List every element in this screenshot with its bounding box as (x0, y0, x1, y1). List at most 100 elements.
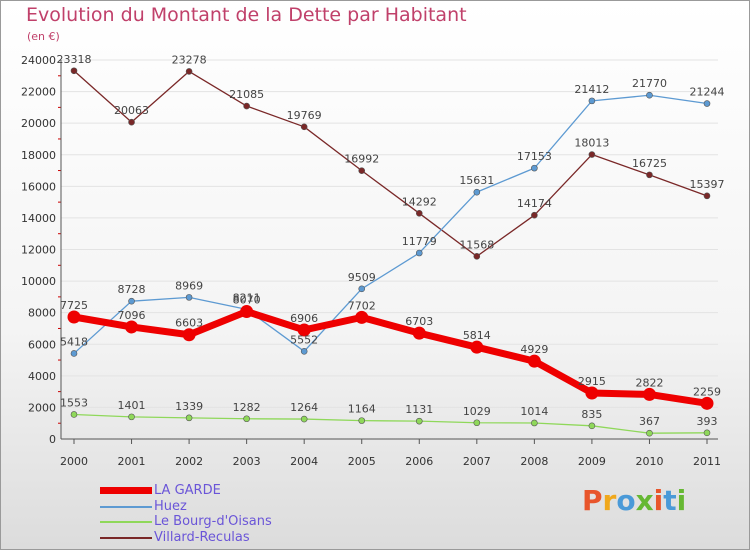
data-point (588, 151, 596, 158)
logo-letter: i (653, 484, 664, 517)
data-label: 23318 (57, 53, 92, 66)
y-tick-label: 12000 (21, 244, 56, 257)
data-label: 1264 (290, 401, 318, 414)
data-point (185, 68, 193, 75)
chart-subtitle: (en €) (27, 30, 60, 43)
data-label: 21244 (690, 86, 725, 99)
data-point (473, 188, 481, 196)
logo-letter: x (635, 484, 654, 517)
data-point (415, 249, 423, 257)
logo-letter: i (676, 484, 687, 517)
data-label: 7096 (118, 309, 146, 322)
data-point (300, 415, 308, 423)
x-tick-label: 2009 (578, 455, 606, 468)
data-label: 5552 (290, 333, 318, 346)
data-label: 23278 (172, 53, 207, 66)
legend-swatch (100, 487, 152, 494)
data-label: 5814 (463, 329, 491, 342)
proxiti-logo: Proxiti (582, 484, 686, 517)
data-label: 1029 (463, 405, 491, 418)
data-point (297, 323, 311, 337)
data-point (358, 167, 366, 174)
data-label: 15631 (459, 174, 494, 187)
data-point (125, 320, 139, 334)
data-point (703, 429, 711, 437)
y-tick-label: 20000 (21, 117, 56, 130)
data-point (412, 326, 426, 340)
y-tick-label: 6000 (28, 338, 56, 351)
y-tick-label: 0 (49, 433, 56, 446)
data-point (358, 285, 366, 293)
series-line-la-garde (70, 308, 711, 407)
data-point (585, 386, 599, 400)
data-label: 1282 (233, 401, 261, 414)
data-point (355, 310, 369, 324)
data-point (642, 387, 656, 401)
data-label: 18013 (574, 137, 609, 150)
data-label: 1339 (175, 400, 203, 413)
data-label: 14174 (517, 197, 552, 210)
y-tick-label: 2000 (28, 401, 56, 414)
legend-label: LA GARDE (154, 483, 221, 498)
data-label: 7702 (348, 299, 376, 312)
x-tick-label: 2007 (463, 455, 491, 468)
data-label: 19769 (287, 109, 322, 122)
data-label: 11779 (402, 235, 437, 248)
data-label: 6906 (290, 312, 318, 325)
data-point (70, 411, 78, 418)
data-point (646, 171, 653, 179)
data-point (473, 253, 481, 260)
data-point (415, 417, 423, 425)
data-point (182, 328, 196, 342)
data-label: 1014 (520, 405, 548, 418)
series-line-huez (73, 94, 708, 355)
x-tick-label: 2010 (635, 455, 663, 468)
data-point (531, 211, 538, 219)
x-tick-label: 2004 (290, 455, 318, 468)
legend-label: Villard-Reculas (154, 529, 250, 545)
y-tick-label: 18000 (21, 149, 56, 162)
data-label: 8728 (118, 283, 146, 296)
data-point (473, 419, 481, 427)
y-tick-label: 16000 (21, 180, 56, 193)
data-label: 15397 (690, 178, 725, 191)
data-point (300, 348, 308, 355)
y-tick-label: 14000 (21, 212, 56, 225)
data-label: 16725 (632, 157, 667, 170)
data-point (358, 417, 366, 424)
logo-letter: o (616, 484, 636, 517)
data-point (703, 192, 711, 200)
x-tick-label: 2000 (60, 455, 88, 468)
x-tick-label: 2001 (118, 455, 146, 468)
y-tick-label: 24000 (21, 54, 56, 67)
x-tick-label: 2002 (175, 455, 203, 468)
data-label: 4929 (520, 343, 548, 356)
data-label: 2259 (693, 385, 721, 398)
y-tick-label: 22000 (21, 86, 56, 99)
x-tick-label: 2011 (693, 455, 721, 468)
data-point (470, 340, 484, 354)
legend-label: Le Bourg-d'Oisans (154, 514, 272, 529)
data-point (531, 419, 538, 427)
data-point (67, 310, 81, 324)
data-point (300, 123, 308, 131)
data-label: 5418 (60, 335, 88, 348)
data-point (415, 210, 423, 217)
data-point (700, 396, 714, 410)
data-label: 21770 (632, 77, 667, 90)
data-label: 7725 (60, 299, 88, 312)
legend-label: Huez (154, 498, 187, 514)
data-label: 393 (697, 415, 718, 428)
logo-letter: r (602, 484, 617, 517)
data-point (646, 429, 653, 437)
data-point (243, 415, 250, 423)
data-label: 1553 (60, 396, 88, 409)
data-label: 9509 (348, 271, 376, 284)
x-tick-label: 2006 (405, 455, 433, 468)
data-label: 17153 (517, 150, 552, 163)
y-tick-label: 8000 (28, 307, 56, 320)
legend-swatch (100, 505, 152, 508)
data-point (243, 102, 250, 110)
data-label: 8211 (233, 291, 261, 304)
